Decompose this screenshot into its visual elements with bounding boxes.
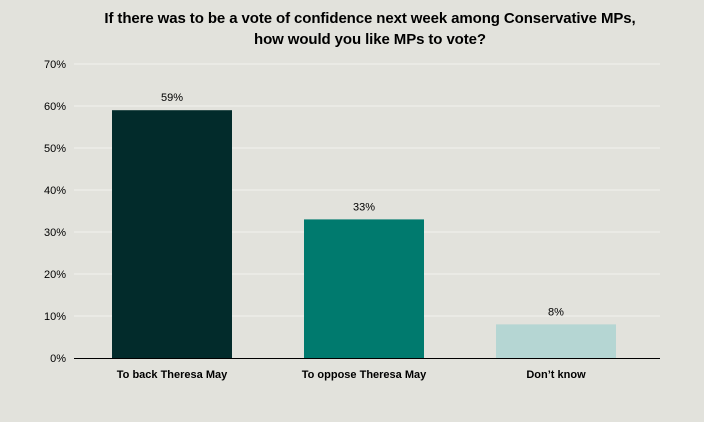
x-category-label: Don’t know — [526, 369, 586, 381]
data-labels: 59% 33% 8% — [161, 92, 564, 318]
chart-title-line-2: how would you like MPs to vote? — [254, 31, 486, 48]
data-label: 59% — [161, 92, 183, 104]
bar — [304, 219, 424, 358]
x-category-label: To back Theresa May — [117, 369, 228, 381]
data-label: 8% — [548, 306, 564, 318]
y-tick-label: 70% — [44, 59, 66, 71]
y-tick-label: 40% — [44, 185, 66, 197]
bars — [112, 110, 616, 358]
bar — [496, 324, 616, 358]
x-axis-categories: To back Theresa May To oppose Theresa May… — [117, 369, 586, 381]
bar — [112, 110, 232, 358]
y-tick-label: 0% — [50, 353, 66, 365]
data-label: 33% — [353, 201, 375, 213]
chart-title-line-1: If there was to be a vote of confidence … — [104, 10, 636, 27]
y-tick-label: 20% — [44, 269, 66, 281]
y-axis-ticks: 0% 10% 20% 30% 40% 50% 60% 70% — [44, 59, 66, 365]
chart-title: If there was to be a vote of confidence … — [60, 8, 680, 50]
y-tick-label: 50% — [44, 143, 66, 155]
y-tick-label: 30% — [44, 227, 66, 239]
y-tick-label: 10% — [44, 311, 66, 323]
x-category-label: To oppose Theresa May — [302, 369, 427, 381]
y-tick-label: 60% — [44, 101, 66, 113]
